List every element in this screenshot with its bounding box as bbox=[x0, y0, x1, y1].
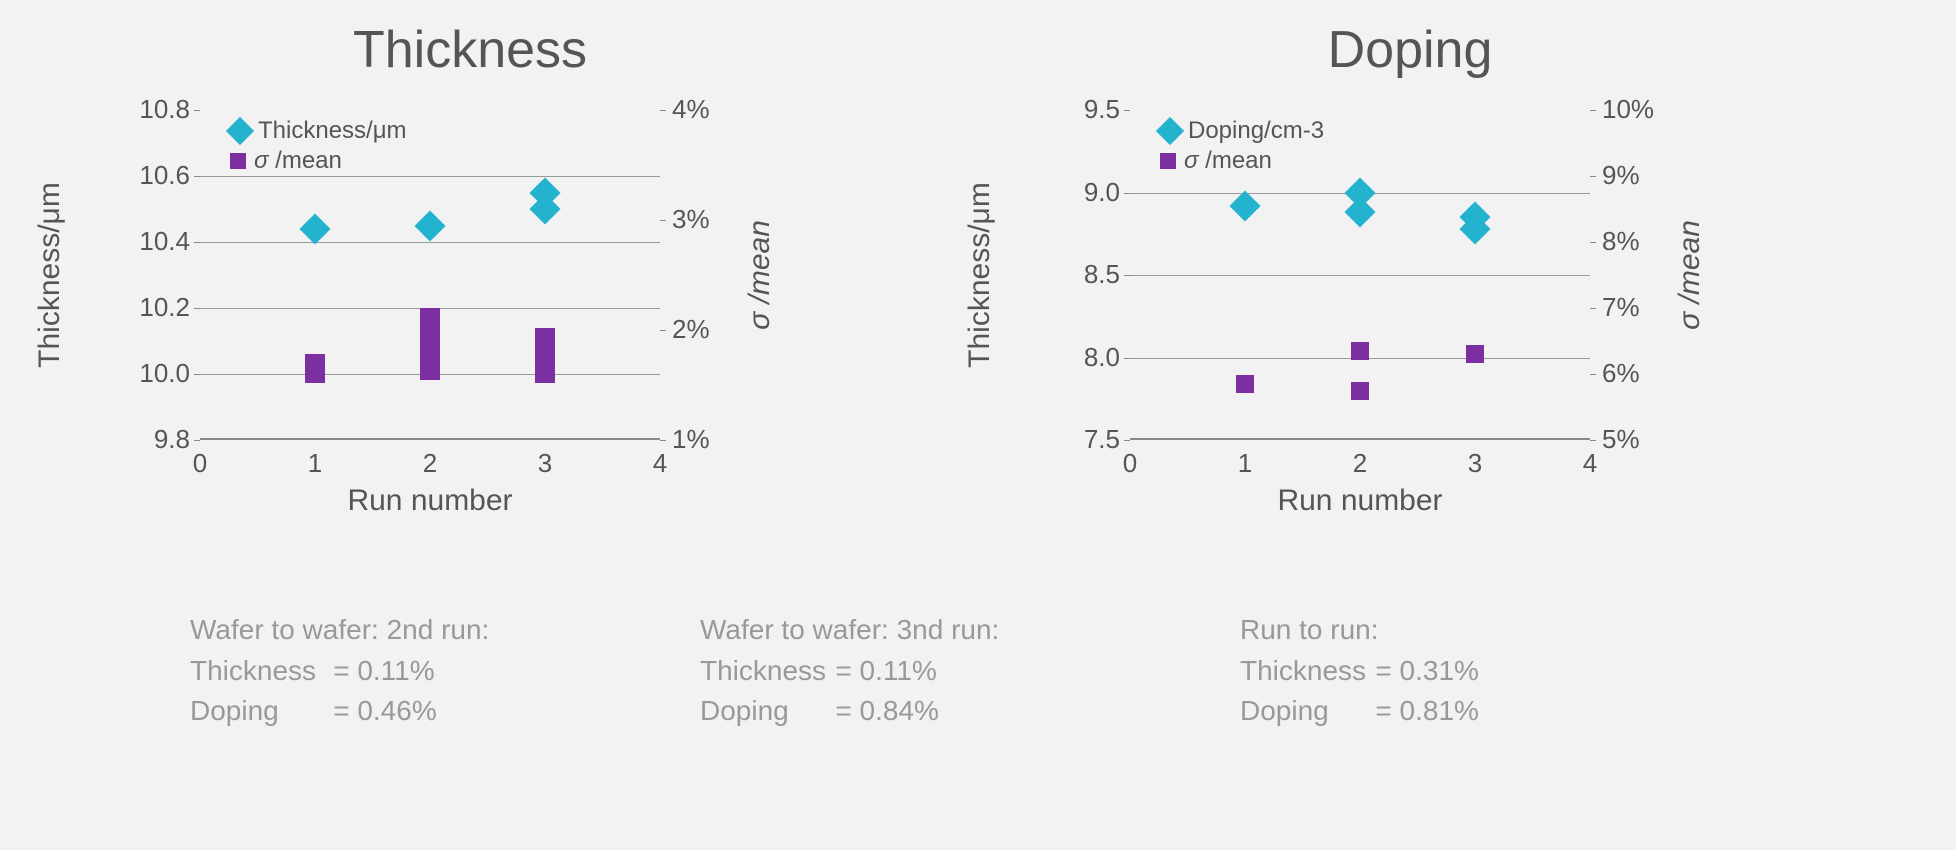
ytick-right: 9% bbox=[1602, 160, 1640, 191]
ytick-left: 7.5 bbox=[1050, 424, 1120, 455]
stats-label: Doping bbox=[190, 691, 333, 732]
ylabel-left: Thickness/μm bbox=[963, 182, 997, 368]
stats-label: Doping bbox=[1240, 691, 1375, 732]
ytick-left: 9.8 bbox=[120, 424, 190, 455]
ytick-left: 10.6 bbox=[120, 160, 190, 191]
ylabel-left: Thickness/μm bbox=[33, 182, 67, 368]
ylabel-right: σ /mean bbox=[1673, 220, 1707, 330]
legend-thickness: Thickness/μmσ /mean bbox=[230, 116, 407, 176]
stats-value: = 0.31% bbox=[1375, 651, 1479, 692]
gridline bbox=[200, 176, 660, 177]
ytick-left: 10.2 bbox=[120, 292, 190, 323]
ytick-left: 9.0 bbox=[1050, 177, 1120, 208]
data-point-diamond bbox=[414, 210, 445, 241]
data-bar bbox=[420, 308, 440, 380]
xtick: 2 bbox=[1353, 448, 1367, 479]
ytick-right: 5% bbox=[1602, 424, 1640, 455]
stats-label: Thickness bbox=[190, 651, 333, 692]
stats-value: = 0.11% bbox=[835, 651, 939, 692]
gridline bbox=[1130, 275, 1590, 276]
xtick: 4 bbox=[653, 448, 667, 479]
ytick-left: 8.0 bbox=[1050, 342, 1120, 373]
stats-heading: Wafer to wafer: 3nd run: bbox=[700, 610, 999, 651]
xtick: 0 bbox=[1123, 448, 1137, 479]
stats-block-2: Run to run:Thickness = 0.31%Doping = 0.8… bbox=[1240, 610, 1479, 732]
ytick-right: 3% bbox=[672, 204, 710, 235]
xlabel: Run number bbox=[1130, 484, 1590, 518]
ylabel-right: σ /mean bbox=[743, 220, 777, 330]
data-point-square bbox=[1351, 342, 1369, 360]
xtick: 1 bbox=[308, 448, 322, 479]
xtick: 4 bbox=[1583, 448, 1597, 479]
stats-label: Thickness bbox=[700, 651, 835, 692]
chart-title-doping: Doping bbox=[1000, 20, 1820, 80]
ytick-right: 1% bbox=[672, 424, 710, 455]
xtick: 3 bbox=[538, 448, 552, 479]
data-point-diamond bbox=[1229, 190, 1260, 221]
chart-title-thickness: Thickness bbox=[60, 20, 880, 80]
data-point-square bbox=[1236, 375, 1254, 393]
data-point-diamond bbox=[299, 213, 330, 244]
stats-label: Thickness bbox=[1240, 651, 1375, 692]
ytick-left: 8.5 bbox=[1050, 259, 1120, 290]
ytick-left: 9.5 bbox=[1050, 94, 1120, 125]
stats-label: Doping bbox=[700, 691, 835, 732]
stats-value: = 0.84% bbox=[835, 691, 939, 732]
data-bar bbox=[535, 328, 555, 383]
stats-heading: Run to run: bbox=[1240, 610, 1479, 651]
ytick-right: 7% bbox=[1602, 292, 1640, 323]
ytick-right: 4% bbox=[672, 94, 710, 125]
ytick-right: 6% bbox=[1602, 358, 1640, 389]
ytick-right: 2% bbox=[672, 314, 710, 345]
legend-doping: Doping/cm-3σ /mean bbox=[1160, 116, 1324, 176]
ytick-left: 10.8 bbox=[120, 94, 190, 125]
ytick-right: 8% bbox=[1602, 226, 1640, 257]
stats-block-0: Wafer to wafer: 2nd run:Thickness = 0.11… bbox=[190, 610, 489, 732]
xtick: 2 bbox=[423, 448, 437, 479]
stats-heading: Wafer to wafer: 2nd run: bbox=[190, 610, 489, 651]
data-point-square bbox=[1466, 345, 1484, 363]
stats-block-1: Wafer to wafer: 3nd run:Thickness = 0.11… bbox=[700, 610, 999, 732]
xlabel: Run number bbox=[200, 484, 660, 518]
xtick: 3 bbox=[1468, 448, 1482, 479]
xtick: 1 bbox=[1238, 448, 1252, 479]
data-point-diamond bbox=[1344, 197, 1375, 228]
stats-value: = 0.11% bbox=[333, 651, 437, 692]
ytick-left: 10.0 bbox=[120, 358, 190, 389]
data-bar bbox=[305, 354, 325, 383]
xtick: 0 bbox=[193, 448, 207, 479]
data-point-square bbox=[1351, 382, 1369, 400]
stats-value: = 0.46% bbox=[333, 691, 437, 732]
ytick-left: 10.4 bbox=[120, 226, 190, 257]
stats-value: = 0.81% bbox=[1375, 691, 1479, 732]
ytick-right: 10% bbox=[1602, 94, 1654, 125]
gridline bbox=[200, 242, 660, 243]
